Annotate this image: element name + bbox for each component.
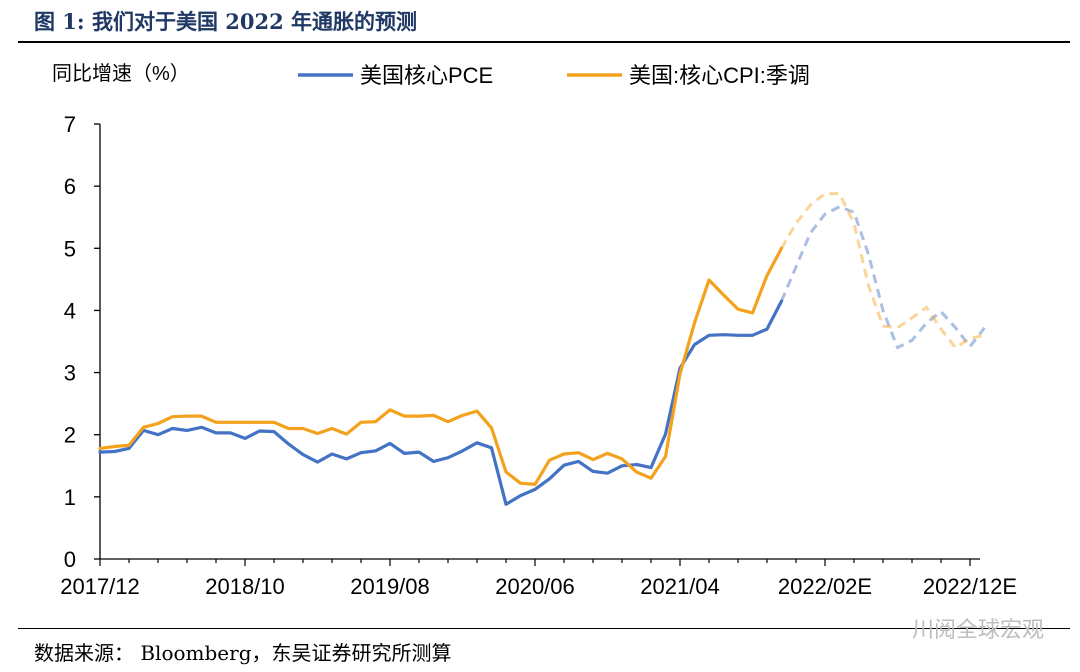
x-tick-label: 2018/10 (205, 574, 285, 599)
axes: 0 1 2 3 4 5 6 7 2017/12 2018/10 2019/08 2020/06 2021… (60, 112, 1017, 599)
y-tick-label: 1 (64, 485, 76, 510)
series-pce-line (98, 299, 784, 506)
series-lines (98, 192, 986, 506)
figure-title: 图 1: 我们对于美国 2022 年通胀的预测 (34, 9, 418, 34)
series-cpi-forecast-line (780, 192, 985, 350)
x-tick-label: 2020/06 (495, 574, 575, 599)
x-tick-label: 2017/12 (60, 574, 140, 599)
x-tick-label: 2019/08 (350, 574, 430, 599)
y-axis-title: 同比增速（%） (52, 62, 190, 85)
watermark: 川阅全球宏观 (911, 618, 1044, 643)
series-pce-forecast-line (780, 205, 986, 350)
y-tick-label: 5 (64, 236, 76, 261)
bottom-divider (18, 628, 1070, 629)
legend-label-pce: 美国核心PCE (360, 63, 493, 88)
x-tick-label: 2022/02E (778, 574, 872, 599)
source-note: 数据来源： Bloomberg，东吴证券研究所测算 (34, 641, 452, 665)
series-cpi-line (98, 246, 784, 486)
x-tick-label: 2022/12E (923, 574, 1017, 599)
y-tick-label: 2 (64, 423, 76, 448)
legend: 美国核心PCE 美国:核心CPI:季调 (298, 63, 810, 88)
top-divider (18, 41, 1070, 43)
y-tick-label: 6 (64, 174, 76, 199)
y-tick-label: 3 (64, 361, 76, 386)
y-tick-label: 7 (64, 112, 76, 137)
y-tick-label: 0 (64, 547, 76, 572)
y-tick-label: 4 (64, 298, 76, 323)
legend-label-cpi: 美国:核心CPI:季调 (629, 63, 810, 88)
x-tick-label: 2021/04 (640, 574, 720, 599)
